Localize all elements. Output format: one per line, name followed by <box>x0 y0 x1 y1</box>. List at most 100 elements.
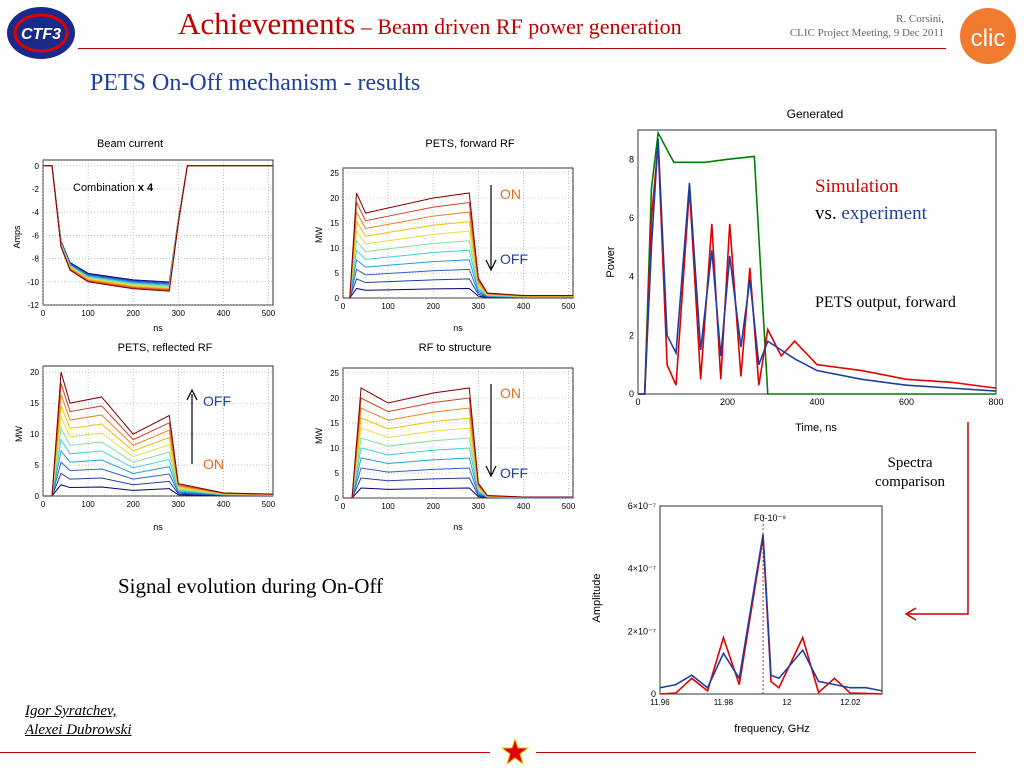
y-tick-label: 0 <box>335 294 340 303</box>
forward-rf-on-label: ON <box>500 186 521 202</box>
y-tick-label: 6 <box>629 213 634 223</box>
reflected-rf-arrowhead <box>186 388 198 401</box>
y-tick-label: 4×10⁻⁷ <box>628 564 656 574</box>
slide-subtitle: PETS On-Off mechanism - results <box>90 70 421 96</box>
series-line-1 <box>659 534 883 692</box>
x-tick-label: 100 <box>381 302 395 311</box>
y-tick-label: 0 <box>629 389 634 399</box>
generated-xlabel: Time, ns <box>795 422 837 434</box>
rf-structure-on-label: ON <box>500 385 521 401</box>
connector-line <box>908 422 969 615</box>
header-author-line2: CLIC Project Meeting, 9 Dec 2011 <box>789 27 944 39</box>
rf-structure-plot: 0 100 200 300 400 500 0 5 10 15 20 25 <box>330 367 576 511</box>
generated-title: Generated <box>787 107 844 121</box>
page-title: Achievements – Beam driven RF power gene… <box>178 6 682 42</box>
spectra-line1: Spectra <box>887 455 933 471</box>
beam-current-plot: 0 100 200 300 400 500 0 -2 -4 -6 -8 -10 -12 <box>27 159 276 318</box>
y-tick-label: 4 <box>629 272 634 282</box>
y-tick-label: -6 <box>32 231 40 240</box>
x-tick-label: 200 <box>127 500 141 509</box>
signal-curve-10 <box>43 165 273 292</box>
y-tick-label: -10 <box>27 278 39 287</box>
plot-frame <box>637 129 997 395</box>
x-tick-label: 400 <box>517 502 531 511</box>
rf-structure-ylabel: MW <box>314 428 324 444</box>
vs-label: vs. <box>815 203 842 224</box>
reflected-rf-chart: 0 100 200 300 400 500 0 5 10 15 20 MW ns OFF ON <box>14 365 276 532</box>
top-divider <box>78 48 946 49</box>
generated-ylabel: Power <box>605 246 617 278</box>
header-author-line1: R. Corsini, <box>896 13 944 25</box>
rf-structure-chart: 0 100 200 300 400 500 0 5 10 15 20 25 MW ns ON OFF <box>314 367 576 532</box>
reflected-rf-on-label: ON <box>203 456 224 472</box>
series-line-0 <box>659 537 883 695</box>
y-tick-label: 2 <box>629 330 634 340</box>
x-tick-label: 100 <box>381 502 395 511</box>
forward-rf-title: PETS, forward RF <box>425 138 515 150</box>
signal-curve-1 <box>43 472 274 497</box>
y-tick-label: 0 <box>651 689 656 699</box>
x-tick-label: 400 <box>517 302 531 311</box>
vs-experiment: vs. experiment <box>815 203 927 225</box>
author-2: Alexei Dubrowski <box>25 722 132 738</box>
beam-current-ylabel: Amps <box>12 225 22 249</box>
x-tick-label: 11.98 <box>714 698 734 707</box>
x-tick-label: 200 <box>720 397 735 407</box>
title-main: Achievements <box>178 6 356 41</box>
x-tick-label: 11.96 <box>650 698 670 707</box>
simulation-label: Simulation <box>815 176 899 197</box>
connector-arrowhead <box>904 607 917 621</box>
x-tick-label: 300 <box>172 309 186 318</box>
reflected-rf-title: PETS, reflected RF <box>117 342 213 354</box>
spectra-marker-label: F0-10⁻⁹ <box>754 513 786 523</box>
x-tick-label: 400 <box>809 397 824 407</box>
rf-structure-off-label: OFF <box>500 465 528 481</box>
signal-curve-0 <box>43 484 274 497</box>
star-icon <box>500 738 530 766</box>
signal-curve-2 <box>43 461 274 497</box>
x-tick-label: 0 <box>41 500 46 509</box>
y-tick-label: 15 <box>330 219 339 228</box>
signal-curve-10 <box>343 387 573 499</box>
x-tick-label: 200 <box>427 502 441 511</box>
y-tick-label: 10 <box>330 244 339 253</box>
authors: Igor Syratchev, Alexei Dubrowski <box>25 702 132 740</box>
spectra-chart: 11.96 11.98 12 12.02 0 2×10⁻⁷ 4×10⁻⁷ 6×10⁻⁷ Amp… <box>591 501 883 735</box>
x-tick-label: 200 <box>427 302 441 311</box>
y-tick-label: 20 <box>330 394 339 403</box>
x-tick-label: 400 <box>217 309 231 318</box>
signal-curve-10 <box>343 192 573 299</box>
y-tick-label: 0 <box>35 492 40 501</box>
y-tick-label: -2 <box>32 185 40 194</box>
reflected-rf-plot: 0 100 200 300 400 500 0 5 10 15 20 <box>30 365 276 509</box>
x-tick-label: 300 <box>472 302 486 311</box>
spectra-ylabel: Amplitude <box>591 574 603 623</box>
x-tick-label: 500 <box>262 500 276 509</box>
x-tick-label: 100 <box>81 309 95 318</box>
spectra-line2: comparison <box>875 474 945 490</box>
x-tick-label: 300 <box>472 502 486 511</box>
x-tick-label: 0 <box>341 502 346 511</box>
clic-logo-text: clic <box>971 25 1006 52</box>
x-tick-label: 0 <box>41 309 46 318</box>
y-tick-label: 5 <box>335 269 340 278</box>
signal-curve-6 <box>43 415 274 497</box>
y-tick-label: 10 <box>330 444 339 453</box>
y-tick-label: 20 <box>30 368 39 377</box>
x-tick-label: 500 <box>562 302 576 311</box>
forward-rf-plot: 0 100 200 300 400 500 0 5 10 15 20 25 <box>330 167 576 311</box>
x-tick-label: 12 <box>782 698 791 707</box>
x-tick-label: 600 <box>899 397 914 407</box>
x-tick-label: 300 <box>172 500 186 509</box>
forward-rf-xlabel: ns <box>453 323 463 333</box>
spectra-connector <box>904 422 969 621</box>
forward-rf-chart: 0 100 200 300 400 500 0 5 10 15 20 25 MW ns ON OFF <box>314 167 576 333</box>
x-tick-label: 0 <box>341 302 346 311</box>
ctf3-logo-text: CTF3 <box>21 26 61 43</box>
combination-annotation: Combination x 4 <box>73 182 154 194</box>
y-tick-label: 25 <box>330 369 339 378</box>
y-tick-label: 15 <box>330 419 339 428</box>
experiment-label: experiment <box>841 203 927 224</box>
spectra-label: Spectra comparison <box>860 454 960 492</box>
